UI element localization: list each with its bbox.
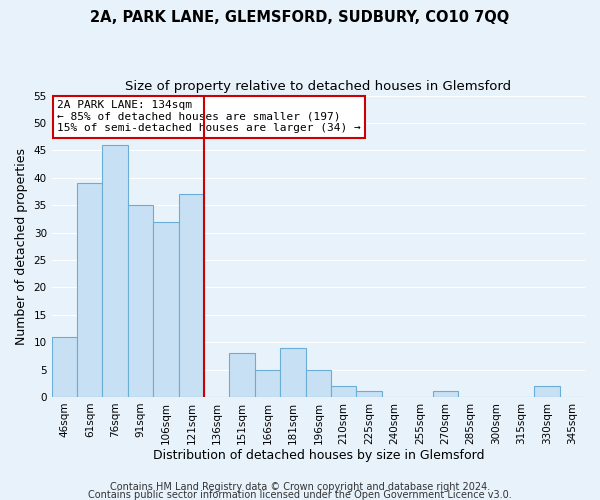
Bar <box>280 348 305 397</box>
Text: Contains public sector information licensed under the Open Government Licence v3: Contains public sector information licen… <box>88 490 512 500</box>
Bar <box>128 205 153 397</box>
X-axis label: Distribution of detached houses by size in Glemsford: Distribution of detached houses by size … <box>152 450 484 462</box>
Bar <box>356 392 382 397</box>
Bar <box>229 353 255 397</box>
Bar <box>153 222 179 397</box>
Bar <box>179 194 204 397</box>
Bar <box>331 386 356 397</box>
Bar <box>534 386 560 397</box>
Title: Size of property relative to detached houses in Glemsford: Size of property relative to detached ho… <box>125 80 511 93</box>
Bar <box>77 183 103 397</box>
Bar <box>103 145 128 397</box>
Text: 2A, PARK LANE, GLEMSFORD, SUDBURY, CO10 7QQ: 2A, PARK LANE, GLEMSFORD, SUDBURY, CO10 … <box>91 10 509 25</box>
Bar <box>52 336 77 397</box>
Text: 2A PARK LANE: 134sqm
← 85% of detached houses are smaller (197)
15% of semi-deta: 2A PARK LANE: 134sqm ← 85% of detached h… <box>57 100 361 134</box>
Bar <box>255 370 280 397</box>
Bar <box>433 392 458 397</box>
Bar <box>305 370 331 397</box>
Y-axis label: Number of detached properties: Number of detached properties <box>15 148 28 345</box>
Text: Contains HM Land Registry data © Crown copyright and database right 2024.: Contains HM Land Registry data © Crown c… <box>110 482 490 492</box>
